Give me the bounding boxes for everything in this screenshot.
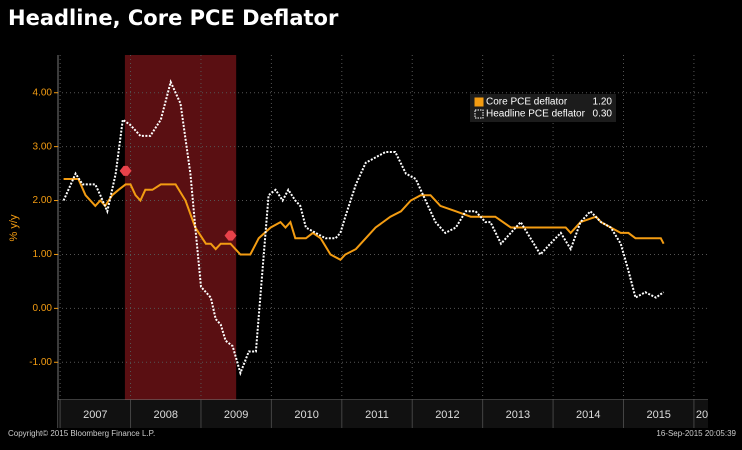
- event-marker: [224, 230, 237, 241]
- x-tick-label: 2012: [435, 409, 459, 421]
- x-tick-label: 2010: [294, 409, 318, 421]
- x-tick-label: 2011: [365, 409, 389, 421]
- y-tick-label: 1.00: [33, 249, 53, 260]
- legend-value: 1.20: [593, 97, 613, 108]
- y-tick-label: 2.00: [33, 195, 53, 206]
- x-axis-band: [58, 400, 708, 428]
- legend-box: [470, 94, 616, 122]
- event-marker: [119, 165, 132, 176]
- y-tick-label: -1.00: [29, 357, 52, 368]
- legend-swatch: [474, 97, 484, 107]
- series-line: [63, 178, 665, 262]
- y-axis-label: % y/y: [8, 214, 20, 241]
- legend: Core PCE deflator 1.20 Headline PCE deflat…: [470, 94, 616, 122]
- x-tick-label: 2013: [506, 409, 530, 421]
- legend-label: Core PCE deflator: [486, 97, 568, 108]
- x-tick-label: 2007: [83, 409, 107, 421]
- x-tick-label: 2015: [646, 409, 670, 421]
- series-line: [62, 79, 665, 377]
- chart-title: Headline, Core PCE Deflator: [8, 6, 339, 30]
- x-tick-label: 2008: [154, 409, 178, 421]
- x-tick-label: 2014: [576, 409, 600, 421]
- x-tick-label: 2009: [224, 409, 248, 421]
- footer-right: 16-Sep-2015 20:05:39: [656, 429, 736, 438]
- x-tick-label: 20: [696, 409, 708, 421]
- legend-swatch: [474, 109, 484, 119]
- y-tick-label: 4.00: [33, 87, 53, 98]
- y-tick-label: 3.00: [33, 141, 53, 152]
- recession-shade: [124, 55, 237, 400]
- legend-label: Headline PCE deflator: [486, 109, 586, 120]
- y-tick-label: 0.00: [33, 303, 53, 314]
- footer-left: Copyright© 2015 Bloomberg Finance L.P.: [8, 429, 155, 438]
- legend-value: 0.30: [593, 109, 613, 120]
